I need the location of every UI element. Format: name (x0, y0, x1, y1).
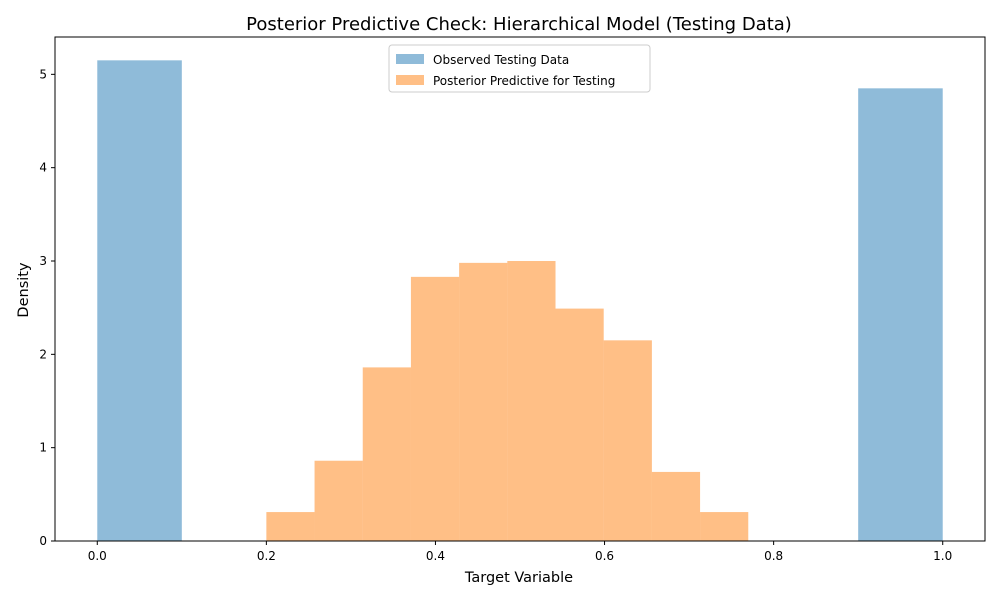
y-tick-label: 5 (39, 67, 47, 81)
histogram-bar-series-0-bin-1 (858, 88, 943, 541)
histogram-bar-series-1-bin-2 (362, 367, 411, 541)
y-tick-label: 2 (39, 347, 47, 361)
histogram-bar-series-1-bin-5 (507, 261, 556, 541)
chart-title: Posterior Predictive Check: Hierarchical… (246, 14, 792, 35)
legend-label-1: Posterior Predictive for Testing (433, 74, 615, 88)
plot-frame (54, 36, 986, 542)
y-tick-label: 1 (39, 441, 47, 455)
legend-label-0: Observed Testing Data (433, 53, 569, 67)
histogram-bar-series-1-bin-0 (266, 512, 315, 541)
bars-layer (97, 60, 943, 541)
histogram-bar-series-1-bin-1 (314, 460, 363, 541)
x-axis-label: Target Variable (464, 570, 573, 586)
x-tick-label: 1.0 (933, 549, 952, 563)
histogram-bar-series-1-bin-6 (555, 308, 604, 541)
histogram-bar-series-0-bin-0 (97, 60, 182, 541)
y-tick-label: 4 (39, 161, 47, 175)
histogram-bar-series-1-bin-4 (459, 262, 508, 541)
y-axis-label: Density (16, 262, 32, 318)
axes-layer: 0.0 0.2 0.4 0.6 0.8 1.0 0 1 2 3 4 5 (39, 36, 986, 563)
histogram-bar-series-1-bin-7 (603, 340, 652, 541)
histogram-bar-series-1-bin-9 (700, 512, 749, 541)
histogram-bar-series-1-bin-8 (651, 471, 701, 541)
x-tick-label: 0.4 (426, 549, 445, 563)
legend-swatch-0 (396, 54, 424, 64)
legend: Observed Testing Data Posterior Predictiv… (388, 44, 651, 93)
x-tick-label: 0.2 (257, 549, 276, 563)
x-tick-label: 0.6 (595, 549, 614, 563)
x-tick-label: 0.0 (88, 549, 107, 563)
y-tick-label: 0 (39, 534, 47, 548)
histogram-bar-series-1-bin-3 (410, 276, 460, 541)
legend-swatch-1 (396, 75, 424, 85)
legend-box (388, 44, 651, 93)
x-tick-label: 0.8 (764, 549, 783, 563)
y-tick-label: 3 (39, 254, 47, 268)
